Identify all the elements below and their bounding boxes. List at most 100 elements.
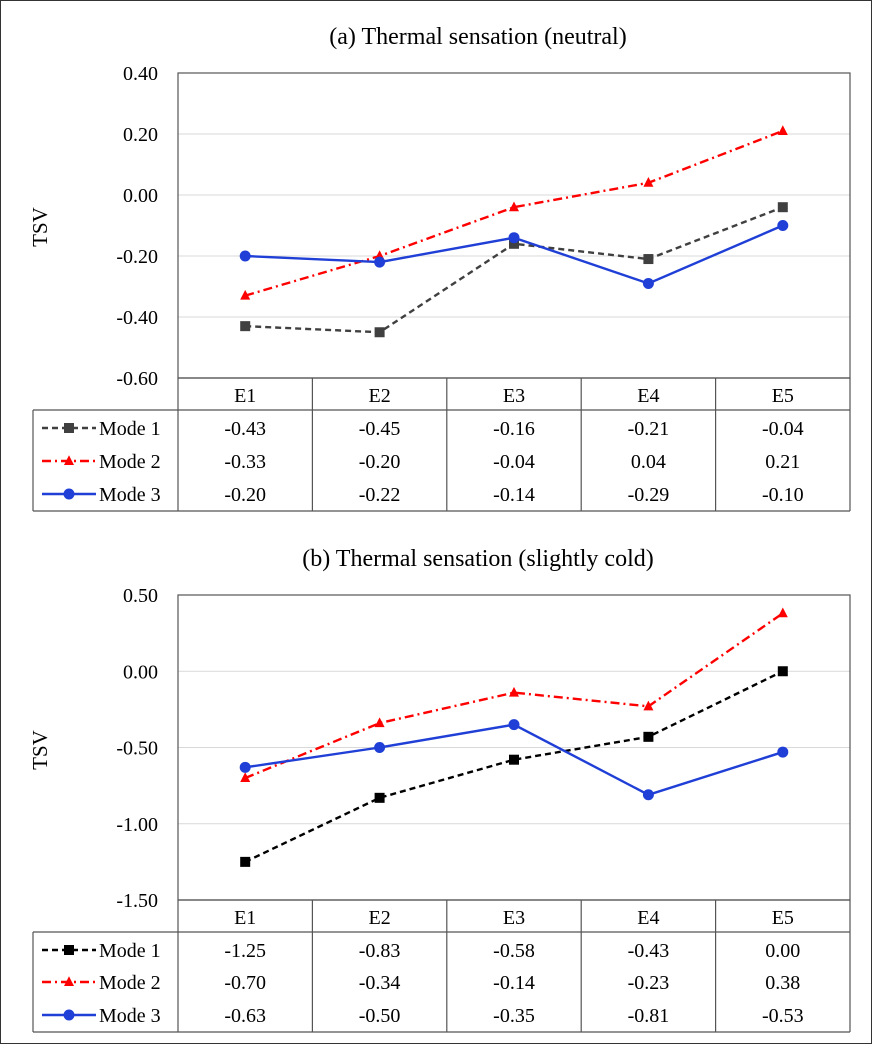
table-cell: -0.35 (493, 1005, 535, 1027)
legend-label: Mode 1 (99, 940, 161, 962)
table-cell: -0.10 (762, 484, 804, 506)
table-cell: -0.20 (359, 451, 401, 473)
y-tick-label: 0.00 (123, 185, 158, 207)
x-tick-label: E3 (503, 385, 525, 407)
data-point (239, 761, 251, 773)
data-point (240, 856, 251, 867)
data-point (509, 754, 519, 765)
legend-marker (64, 423, 74, 433)
y-tick-labels: 0.40 0.20 0.00 -0.20 -0.40 -0.60 (116, 63, 158, 390)
series-layer (239, 607, 789, 867)
y-axis-label: TSV (28, 207, 52, 247)
x-tick-label: E2 (368, 385, 390, 407)
table-cell: -0.16 (493, 418, 535, 440)
data-point (374, 742, 386, 753)
table-cell: -0.83 (359, 940, 401, 962)
data-table (32, 594, 851, 1033)
table-cell: -0.21 (628, 418, 670, 440)
x-tick-label: E4 (637, 907, 659, 929)
x-tick-label: E4 (637, 385, 659, 407)
table-cell: -0.50 (359, 1005, 401, 1027)
series-line-mode-1 (244, 670, 784, 863)
table-cell: 0.00 (765, 940, 800, 962)
data-point (240, 289, 251, 300)
table-values: -0.43 -0.45 -0.16 -0.21 -0.04 -0.33 -0.20 -0.04… (224, 418, 803, 506)
table-cell: -0.14 (493, 972, 535, 994)
table-cell: -0.53 (762, 1005, 804, 1027)
y-tick-label: 0.00 (123, 661, 158, 683)
data-point (777, 125, 788, 135)
gridlines (178, 133, 850, 318)
data-point (777, 202, 788, 213)
table-cell: -0.58 (493, 940, 535, 962)
chart-neutral: (a) Thermal sensation (neutral) TSV 0.40… (28, 24, 851, 512)
table-cell: -0.20 (224, 484, 266, 506)
table-cell: -0.14 (493, 484, 535, 506)
x-tick-labels: E1 E2 E3 E4 E5 (234, 385, 794, 407)
table-cell: -0.29 (628, 484, 670, 506)
data-point (777, 666, 788, 677)
x-tick-label: E1 (234, 907, 256, 929)
data-point (642, 277, 654, 289)
data-point (509, 201, 519, 212)
legend-label: Mode 2 (99, 451, 161, 473)
x-tick-label: E1 (234, 385, 256, 407)
data-point (240, 321, 251, 332)
table-cell: -0.43 (628, 940, 670, 962)
legend-marker (63, 488, 75, 500)
legend-marker (64, 945, 74, 955)
data-point (239, 250, 251, 262)
table-cell: -0.45 (359, 418, 401, 440)
y-tick-label: -0.60 (116, 368, 158, 390)
x-tick-label: E5 (772, 385, 794, 407)
table-cell: 0.38 (765, 972, 800, 994)
data-point (642, 789, 654, 801)
table-cell: -0.70 (224, 972, 266, 994)
table-values: -1.25 -0.83 -0.58 -0.43 0.00 -0.70 -0.34 -0.14 -… (224, 940, 803, 1027)
legend-marker (64, 976, 74, 986)
chart-title: (a) Thermal sensation (neutral) (329, 24, 626, 50)
data-point (509, 238, 519, 249)
x-tick-label: E5 (772, 907, 794, 929)
legend-keys (42, 423, 96, 500)
x-tick-label: E2 (368, 907, 390, 929)
data-table (32, 72, 851, 512)
data-point (777, 607, 788, 618)
table-cell: 0.21 (765, 451, 800, 473)
y-tick-label: -0.40 (116, 307, 158, 329)
y-tick-label: 0.50 (123, 585, 158, 607)
table-cell: -0.23 (628, 972, 670, 994)
y-tick-label: 0.40 (123, 63, 158, 85)
y-tick-label: -0.20 (116, 246, 158, 268)
table-cell: -0.34 (359, 972, 401, 994)
y-tick-label: -1.50 (116, 890, 158, 912)
chart-slightly-cold: (b) Thermal sensation (slightly cold) TS… (28, 546, 851, 1033)
table-cell: 0.04 (631, 451, 666, 473)
data-point (240, 772, 251, 782)
data-point (643, 177, 654, 187)
data-point (374, 327, 385, 338)
table-cell: -0.04 (762, 418, 804, 440)
table-cell: -1.25 (224, 940, 266, 962)
legend-labels: Mode 1 Mode 2 Mode 3 (99, 418, 161, 506)
table-cell: -0.81 (628, 1005, 670, 1027)
y-tick-label: -0.50 (116, 738, 158, 760)
legend-label: Mode 1 (99, 418, 161, 440)
legend-label: Mode 3 (99, 484, 161, 506)
data-point (508, 719, 520, 731)
table-cell: -0.43 (224, 418, 266, 440)
data-point (374, 792, 385, 803)
data-point (643, 254, 654, 265)
x-tick-labels: E1 E2 E3 E4 E5 (234, 907, 794, 929)
y-tick-label: -1.00 (116, 814, 158, 836)
y-tick-labels: 0.50 0.00 -0.50 -1.00 -1.50 (116, 585, 158, 912)
data-point (374, 717, 385, 728)
y-tick-label: 0.20 (123, 124, 158, 146)
chart-title: (b) Thermal sensation (slightly cold) (302, 546, 653, 572)
data-point (777, 220, 789, 231)
series-line-mode-2 (244, 612, 784, 780)
y-axis-label: TSV (28, 730, 52, 770)
data-point (777, 746, 789, 758)
